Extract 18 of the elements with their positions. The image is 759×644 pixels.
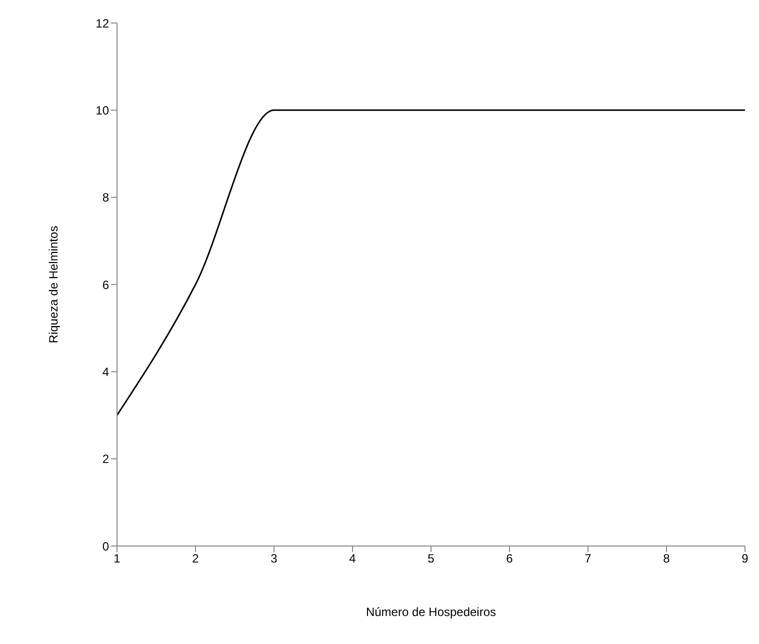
y-tick-label: 2: [102, 452, 110, 466]
x-tick-label: 8: [663, 552, 670, 566]
x-tick-label: 4: [349, 552, 356, 566]
x-tick-label: 1: [114, 552, 121, 566]
x-tick-label: 2: [192, 552, 200, 566]
y-axis-title: Riqueza de Helmintos: [46, 226, 60, 344]
x-tick-label: 9: [742, 552, 749, 566]
y-tick-label: 10: [96, 103, 110, 118]
x-tick-label: 3: [270, 552, 278, 566]
y-tick-label: 8: [102, 190, 110, 205]
y-tick-label: 4: [102, 364, 110, 379]
y-tick-label: 6: [102, 278, 110, 292]
x-tick-label: 5: [428, 552, 435, 566]
x-axis-title: Número de Hospedeiros: [366, 605, 496, 619]
y-tick-label: 12: [96, 16, 110, 30]
x-tick-label: 6: [506, 552, 514, 566]
x-tick-label: 7: [584, 552, 592, 566]
y-tick-label: 0: [102, 539, 110, 554]
